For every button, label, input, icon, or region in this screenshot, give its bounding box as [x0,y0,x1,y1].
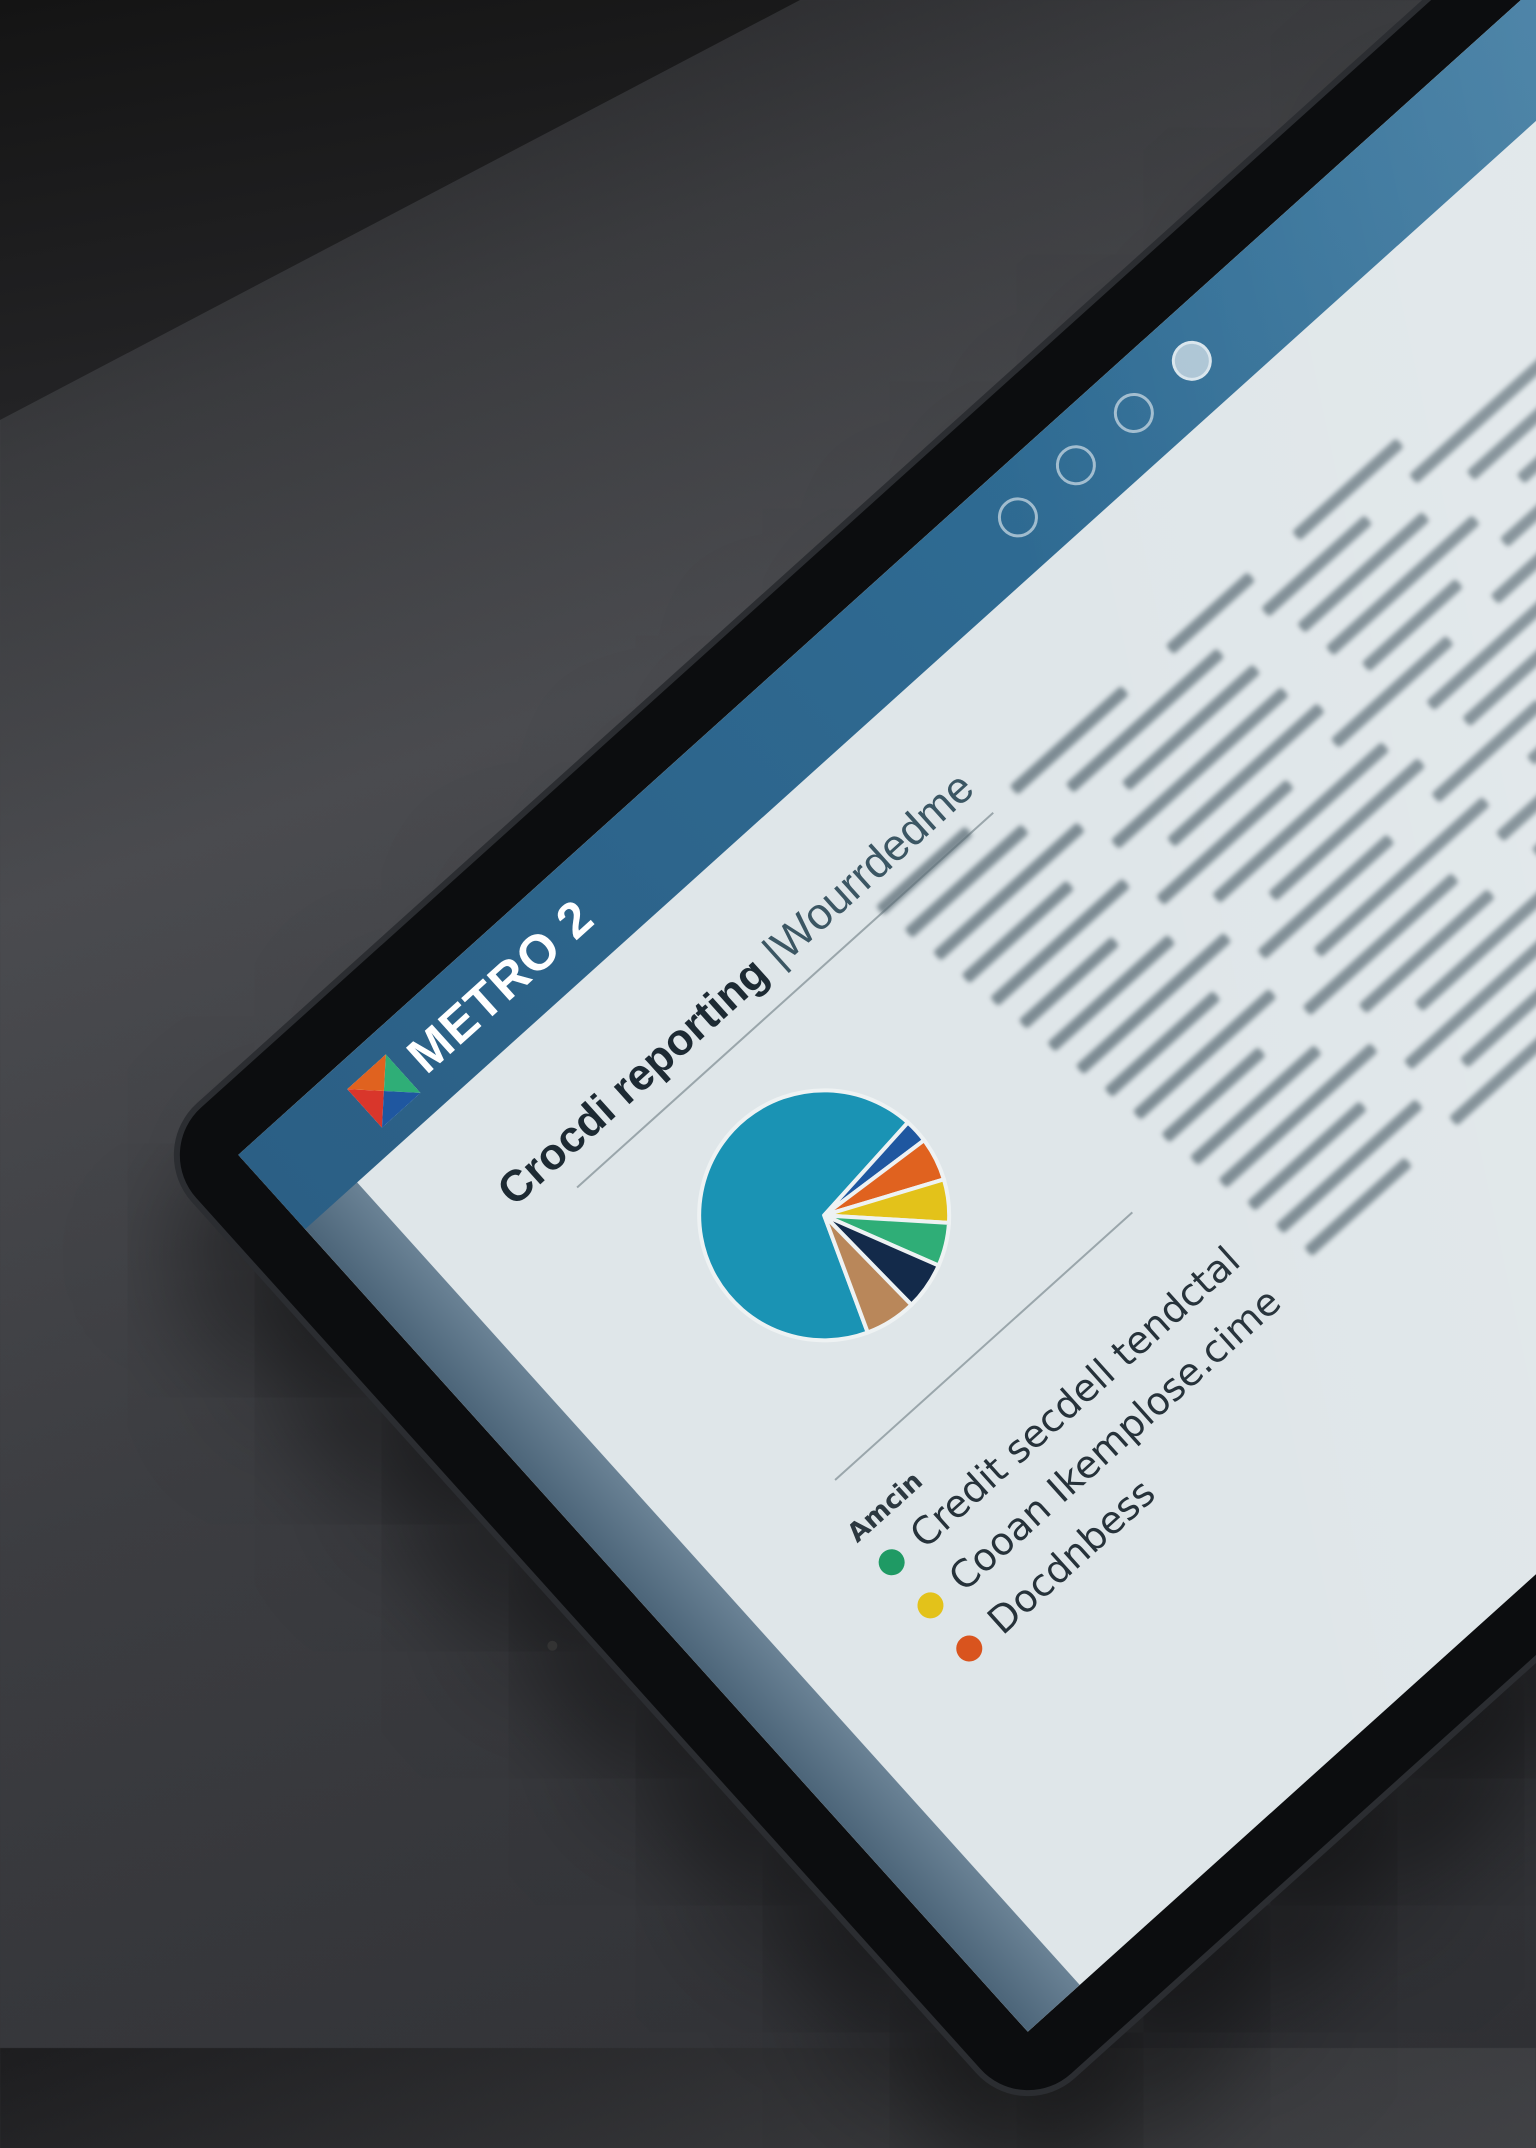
app-header: METRO 2 [238,0,1536,1230]
brand-name: METRO 2 [396,888,605,1084]
notification-icon[interactable] [989,489,1047,546]
legend-dot [873,1543,911,1581]
help-icon[interactable] [1105,384,1163,442]
metro2-logo-icon [347,1054,421,1128]
legend-dot [950,1630,988,1667]
legend-dot [912,1587,949,1624]
legend-label: Credit secdell tendctal [901,1237,1249,1557]
tablet-device: METRO 2 Crocdi reporting |Wourrdedme Amc… [145,0,1536,2126]
pie-chart [697,1088,952,1343]
settings-icon[interactable] [1047,436,1105,494]
blurred-data-list [868,95,1536,1326]
pie-slice [697,1088,911,1343]
camera-dot [545,1638,560,1653]
profile-icon[interactable] [1163,332,1221,390]
pie-slice [822,1213,915,1336]
tablet-screen: METRO 2 Crocdi reporting |Wourrdedme Amc… [238,0,1536,2032]
legend-label: Cooan Ikemplose.cime [940,1279,1290,1600]
legend-item: Docdnbess [945,1322,1328,1673]
